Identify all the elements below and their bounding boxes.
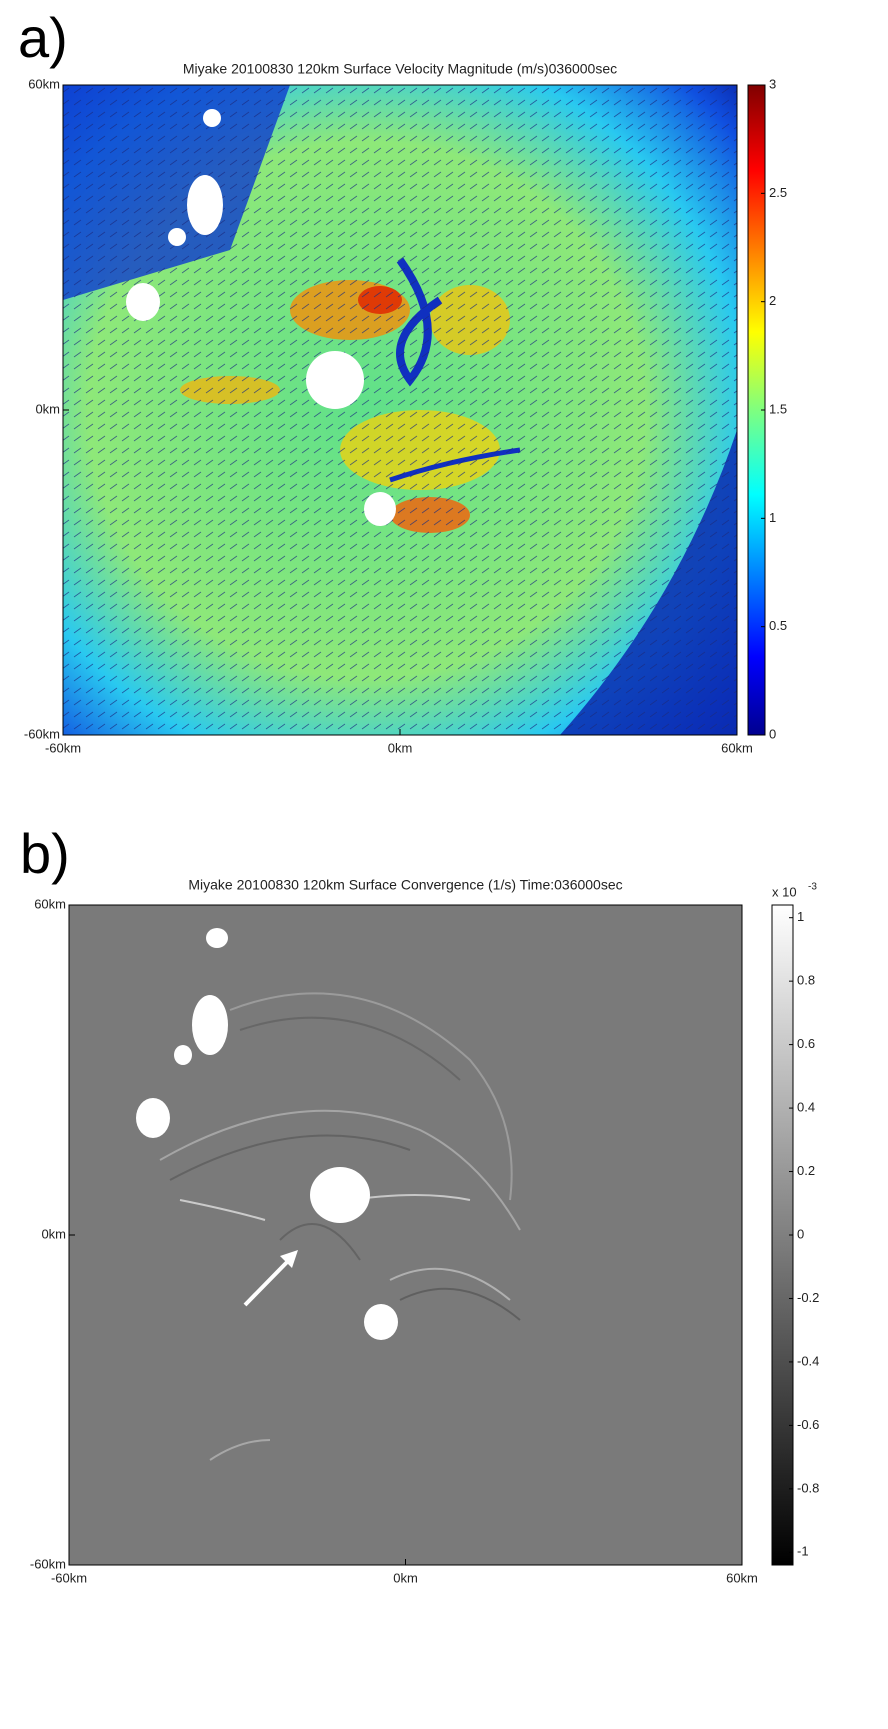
- chart-title: Miyake 20100830 120km Surface Velocity M…: [183, 61, 617, 77]
- x-tick-label: 60km: [721, 740, 753, 755]
- colorbar-tick-label: 0: [797, 1226, 804, 1241]
- colorbar-tick-label: 0.2: [797, 1163, 815, 1178]
- panel-label: b): [20, 822, 70, 885]
- colorbar-tick-label: 2.5: [769, 185, 787, 200]
- colorbar-tick-label: -0.2: [797, 1290, 819, 1305]
- colorbar-tick-label: 0.5: [769, 618, 787, 633]
- x-tick-label: 0km: [393, 1570, 418, 1585]
- x-tick-label: 0km: [388, 740, 413, 755]
- y-tick-label: 0km: [41, 1226, 66, 1241]
- colorbar-tick-label: -0.4: [797, 1353, 819, 1368]
- x-tick-label: -60km: [45, 740, 81, 755]
- colorbar-exponent: -3: [808, 882, 817, 893]
- colorbar-multiplier: x 10: [772, 884, 797, 899]
- colorbar-tick-label: 0.6: [797, 1036, 815, 1051]
- colorbar-tick-label: -0.8: [797, 1480, 819, 1495]
- colorbar-tick-label: 2: [769, 293, 776, 308]
- colorbar-tick-label: 1.5: [769, 401, 787, 416]
- y-tick-label: -60km: [24, 726, 60, 741]
- y-tick-label: -60km: [30, 1556, 66, 1571]
- y-tick-label: 60km: [34, 896, 66, 911]
- colorbar-tick-label: 0: [769, 726, 776, 741]
- chart-title: Miyake 20100830 120km Surface Convergenc…: [188, 877, 622, 893]
- colorbar-tick-label: -0.6: [797, 1417, 819, 1432]
- colorbar-tick-label: 1: [769, 510, 776, 525]
- colorbar-tick-label: 0.8: [797, 973, 815, 988]
- field-b: [69, 905, 742, 1565]
- x-tick-label: 60km: [726, 1570, 758, 1585]
- x-tick-label: -60km: [51, 1570, 87, 1585]
- y-tick-label: 60km: [28, 76, 60, 91]
- field-a: [63, 85, 737, 735]
- colorbar-tick-label: 1: [797, 909, 804, 924]
- colorbar-tick-label: 3: [769, 76, 776, 91]
- colorbar-tick-label: -1: [797, 1544, 809, 1559]
- figure: a) Miyake 20100830 120km Surface Velocity…: [0, 0, 888, 1724]
- panel-label: a): [18, 6, 68, 69]
- y-tick-label: 0km: [35, 401, 60, 416]
- colorbar-tick-label: 0.4: [797, 1100, 815, 1115]
